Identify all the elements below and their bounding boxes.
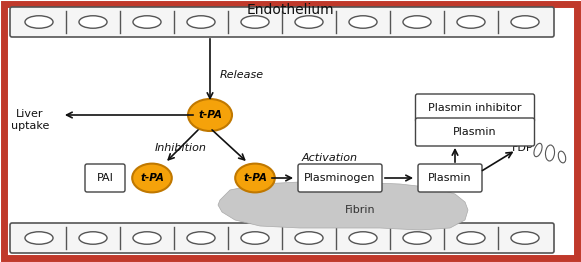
- Ellipse shape: [403, 232, 431, 244]
- FancyBboxPatch shape: [4, 4, 577, 258]
- Ellipse shape: [558, 151, 566, 163]
- Text: Degradation: Degradation: [465, 127, 535, 137]
- Text: Plasmin: Plasmin: [453, 127, 497, 137]
- Ellipse shape: [457, 232, 485, 244]
- Text: PAI: PAI: [96, 173, 113, 183]
- FancyBboxPatch shape: [85, 164, 125, 192]
- Text: Fibrin: Fibrin: [345, 205, 375, 215]
- Text: t-PA: t-PA: [198, 110, 222, 120]
- Text: Plasminogen: Plasminogen: [304, 173, 376, 183]
- Ellipse shape: [295, 16, 323, 28]
- Ellipse shape: [457, 16, 485, 28]
- Ellipse shape: [133, 232, 161, 244]
- Ellipse shape: [349, 16, 377, 28]
- FancyBboxPatch shape: [415, 94, 535, 122]
- Ellipse shape: [511, 16, 539, 28]
- Ellipse shape: [133, 16, 161, 28]
- Text: t-PA: t-PA: [243, 173, 267, 183]
- Ellipse shape: [187, 232, 215, 244]
- Ellipse shape: [241, 232, 269, 244]
- Ellipse shape: [534, 143, 542, 157]
- Text: Inhibition: Inhibition: [155, 143, 207, 153]
- Ellipse shape: [295, 232, 323, 244]
- Ellipse shape: [241, 16, 269, 28]
- Ellipse shape: [187, 16, 215, 28]
- Text: Plasmin: Plasmin: [428, 173, 472, 183]
- Text: Plasmin inhibitor: Plasmin inhibitor: [428, 103, 522, 113]
- Text: Endothelium: Endothelium: [247, 3, 334, 17]
- Ellipse shape: [188, 99, 232, 131]
- FancyBboxPatch shape: [298, 164, 382, 192]
- Ellipse shape: [79, 232, 107, 244]
- Ellipse shape: [349, 232, 377, 244]
- Ellipse shape: [403, 16, 431, 28]
- Text: Release: Release: [220, 70, 264, 80]
- Ellipse shape: [132, 163, 172, 192]
- Ellipse shape: [25, 16, 53, 28]
- Text: t-PA: t-PA: [140, 173, 164, 183]
- Ellipse shape: [79, 16, 107, 28]
- Polygon shape: [218, 182, 468, 230]
- FancyBboxPatch shape: [10, 7, 554, 37]
- Ellipse shape: [511, 232, 539, 244]
- Text: Liver
uptake: Liver uptake: [11, 109, 49, 131]
- FancyBboxPatch shape: [10, 223, 554, 253]
- Text: FDP: FDP: [512, 143, 533, 153]
- Ellipse shape: [235, 163, 275, 192]
- Text: Activation: Activation: [302, 153, 358, 163]
- Ellipse shape: [546, 145, 554, 161]
- FancyBboxPatch shape: [418, 164, 482, 192]
- FancyBboxPatch shape: [415, 118, 535, 146]
- Ellipse shape: [25, 232, 53, 244]
